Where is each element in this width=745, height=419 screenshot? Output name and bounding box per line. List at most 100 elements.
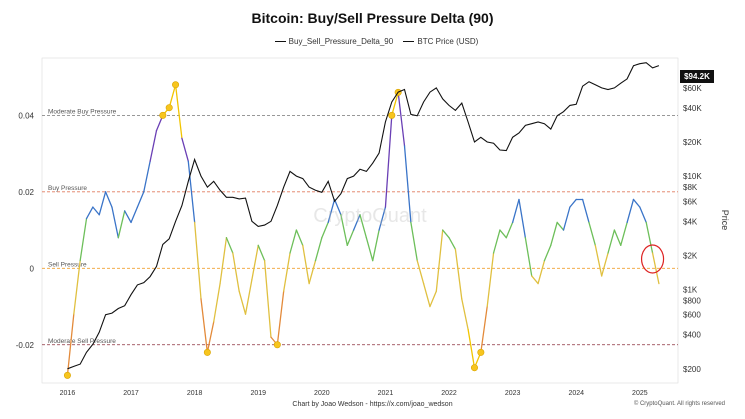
delta-segment <box>524 237 533 277</box>
extreme-marker <box>165 104 173 112</box>
plot-frame <box>41 57 679 384</box>
delta-segment <box>562 206 571 231</box>
extreme-marker <box>172 81 180 89</box>
highlight-circle <box>640 244 665 274</box>
x-tick-label: 2024 <box>568 390 584 397</box>
delta-segment <box>244 279 253 315</box>
delta-segment <box>601 252 609 277</box>
delta-segment <box>499 229 507 239</box>
delta-segment <box>213 282 221 323</box>
legend-item-price[interactable]: BTC Price (USD) <box>417 37 479 46</box>
delta-segment <box>143 160 151 193</box>
delta-segment <box>492 229 501 254</box>
delta-segment <box>98 191 107 216</box>
delta-segment <box>569 198 577 208</box>
delta-segment <box>632 198 641 208</box>
delta-segment <box>626 198 635 224</box>
delta-segment <box>251 244 259 281</box>
y2-tick-label: $600 <box>683 311 701 320</box>
delta-segment <box>193 221 202 300</box>
y2-axis-label: Price <box>720 210 730 231</box>
delta-segment <box>174 84 183 139</box>
x-tick-label: 2023 <box>505 390 521 397</box>
x-tick-label: 2020 <box>314 390 330 397</box>
y-tick-label: -0.02 <box>16 341 35 350</box>
delta-segment <box>454 248 463 300</box>
y2-tick-label: $6K <box>683 197 698 206</box>
delta-segment <box>73 259 81 315</box>
y2-tick-label: $400 <box>683 331 701 340</box>
delta-segment <box>352 214 361 231</box>
y2-tick-label: $40K <box>683 104 702 113</box>
delta-segment <box>149 129 158 162</box>
delta-segment <box>295 229 304 247</box>
delta-segment <box>486 252 495 308</box>
btc-price-line <box>67 62 660 370</box>
delta-segment <box>645 221 654 254</box>
delta-segment <box>359 214 368 239</box>
delta-segment <box>518 198 527 239</box>
extreme-marker <box>63 371 71 379</box>
delta-segment <box>435 229 444 292</box>
x-tick-label: 2017 <box>123 390 139 397</box>
reference-label: Moderate Buy Pressure <box>48 108 117 115</box>
delta-segment <box>321 221 329 239</box>
delta-segment <box>111 206 119 239</box>
delta-segment <box>327 198 336 224</box>
x-tick-label: 2016 <box>60 390 76 397</box>
extreme-marker <box>388 111 396 119</box>
delta-segment <box>378 206 387 231</box>
x-tick-label: 2019 <box>250 390 266 397</box>
y2-tick-label: $2K <box>683 251 698 260</box>
delta-segment <box>442 229 450 239</box>
delta-segment <box>384 114 393 208</box>
legend-swatch-price <box>403 41 415 43</box>
delta-segment <box>397 91 406 147</box>
current-price-badge: $94.2K <box>680 70 714 83</box>
reference-label: Buy Pressure <box>48 185 87 192</box>
delta-segment <box>276 290 285 346</box>
delta-segment <box>550 221 558 247</box>
legend: Buy_Sell_Pressure_Delta_90 BTC Price (US… <box>0 37 745 46</box>
delta-segment <box>639 206 647 224</box>
x-tick-label: 2018 <box>187 390 203 397</box>
x-tick-label: 2021 <box>378 390 394 397</box>
delta-segment <box>85 206 94 220</box>
y2-tick-label: $20K <box>683 138 702 147</box>
delta-segment <box>410 221 418 262</box>
reference-label: Sell Pressure <box>48 261 87 268</box>
delta-segment <box>607 229 616 254</box>
delta-segment <box>117 210 126 239</box>
delta-segment <box>308 259 317 285</box>
delta-segment <box>372 229 380 262</box>
delta-segment <box>581 198 590 224</box>
delta-segment <box>556 221 565 231</box>
extreme-marker <box>477 348 485 356</box>
delta-segment <box>124 210 132 224</box>
y2-tick-label: $800 <box>683 297 701 306</box>
extreme-marker <box>470 364 478 372</box>
delta-segment <box>480 305 488 354</box>
delta-segment <box>340 214 348 247</box>
legend-swatch-delta <box>274 41 286 43</box>
delta-segment <box>333 198 342 216</box>
delta-segment <box>448 237 457 250</box>
legend-item-delta[interactable]: Buy_Sell_Pressure_Delta_90 <box>288 37 394 46</box>
delta-segment <box>92 206 100 216</box>
y2-tick-label: $8K <box>683 183 698 192</box>
delta-segment <box>283 252 291 292</box>
delta-segment <box>130 206 139 224</box>
delta-segment <box>314 237 323 262</box>
delta-segment <box>403 145 412 224</box>
extreme-marker <box>203 348 211 356</box>
y-tick-label: 0.02 <box>18 188 34 197</box>
extreme-marker <box>273 341 281 349</box>
delta-segment <box>263 259 272 338</box>
delta-segment <box>181 137 189 162</box>
watermark: CryptoQuant <box>313 205 427 227</box>
delta-segment <box>302 244 310 285</box>
delta-segment <box>219 237 228 285</box>
delta-segment <box>391 91 399 117</box>
delta-segment <box>136 191 145 208</box>
